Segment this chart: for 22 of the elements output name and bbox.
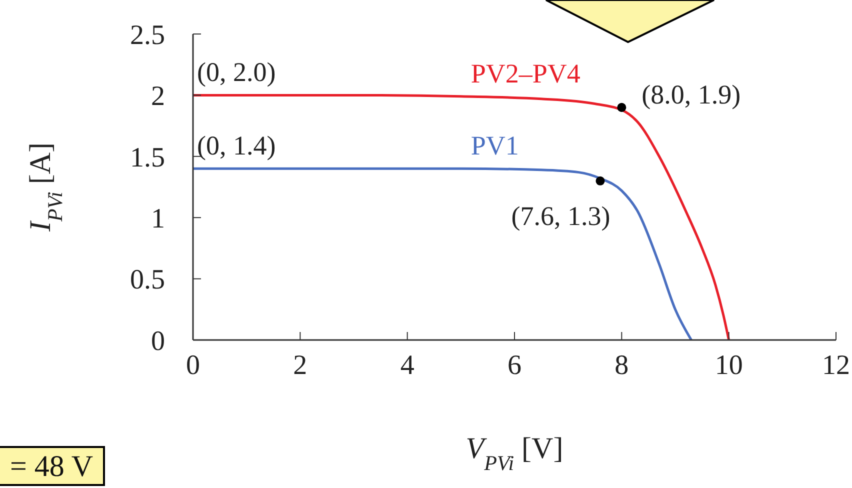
- series-label: PV2–PV4: [470, 58, 581, 88]
- x-tick-label: 6: [508, 350, 522, 381]
- x-tick-label: 10: [714, 350, 743, 381]
- x-axis-title: V$_{PVi}$ [V]: [466, 432, 564, 475]
- y-tick-label: 2: [151, 81, 165, 112]
- y-tick-label: 2.5: [130, 20, 165, 51]
- y-tick-label: 1.5: [130, 142, 165, 174]
- y-tick-label: 0.5: [130, 264, 165, 296]
- y-tick-label: 0: [151, 326, 165, 357]
- x-tick-label: 8: [614, 350, 629, 381]
- annotation: (0, 1.4): [197, 130, 276, 161]
- x-tick-label: 4: [400, 350, 414, 381]
- annotation: (7.6, 1.3): [511, 200, 610, 231]
- series-label: PV1: [470, 130, 519, 161]
- line-series: [193, 167, 693, 340]
- annotation: (0, 2.0): [197, 57, 276, 88]
- text: = 48 V: [0, 446, 106, 486]
- annotation: (8.0, 1.9): [642, 79, 741, 110]
- y-tick-label: 1: [151, 204, 165, 235]
- x-tick-label: 12: [822, 350, 850, 381]
- x-tick-label: 2: [293, 350, 308, 381]
- x-tick-label: 0: [186, 350, 200, 381]
